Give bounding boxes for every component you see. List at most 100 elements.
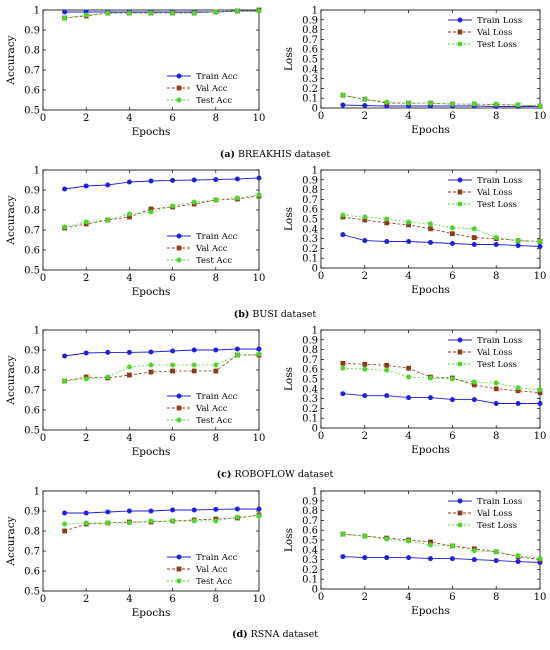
data-point <box>515 388 521 394</box>
data-point <box>148 369 154 375</box>
series-line-1 <box>342 216 541 242</box>
x-tick-label: 4 <box>405 592 411 603</box>
chart-b-accuracy: 0 2 4 6 8 10 0.5 0.6 0.7 0.8 0.9 1 Epochs Accuracy Tra… <box>5 166 265 299</box>
x-tick-label: 10 <box>253 273 266 284</box>
legend-label: Val Acc <box>195 404 228 414</box>
caption-c-text: ROBOFLOW dataset <box>234 469 334 480</box>
y-tick-label: 1 <box>34 487 40 498</box>
y-tick-label: 0.6 <box>302 205 318 216</box>
y-tick-label: 1 <box>34 166 40 177</box>
plot-frame <box>42 169 260 271</box>
data-point <box>449 101 455 107</box>
y-tick-label: 0.9 <box>302 496 318 507</box>
data-point <box>537 243 543 249</box>
y-tick-label: 0.5 <box>302 215 318 226</box>
y-tick-label: 0.5 <box>24 587 40 598</box>
x-tick-label: 0 <box>40 433 46 444</box>
x-tick-label: 4 <box>405 431 411 442</box>
x-tick-label: 0 <box>318 592 324 603</box>
data-point <box>126 520 132 526</box>
x-tick-label: 0 <box>40 594 46 605</box>
x-tick-label: 0 <box>40 113 46 124</box>
y-tick-label: 0.1 <box>302 414 318 425</box>
y-tick-label: 0.7 <box>24 66 40 77</box>
series-line-2 <box>64 10 259 19</box>
y-tick-label: 1 <box>312 326 318 337</box>
y-tick-label: 0.5 <box>24 106 40 117</box>
data-point <box>234 514 240 520</box>
data-point <box>471 226 477 232</box>
legend-marker <box>176 566 182 572</box>
y-tick-label: 1 <box>312 166 318 177</box>
y-axis-label: Loss <box>283 47 295 71</box>
data-point <box>406 239 412 245</box>
data-point <box>428 375 433 381</box>
legend-label: Train Acc <box>196 553 238 563</box>
caption-c: (c) ROBOFLOW dataset <box>0 469 550 480</box>
data-point <box>340 531 346 537</box>
data-point <box>256 513 262 519</box>
y-tick-label: 1 <box>312 487 318 498</box>
x-tick-label: 6 <box>449 271 455 282</box>
data-point <box>191 507 197 513</box>
data-point <box>62 378 68 384</box>
y-tick-label: 0.3 <box>302 74 318 85</box>
y-tick-label: 0 <box>312 264 318 275</box>
series-line-0 <box>64 177 260 190</box>
y-tick-label: 0.4 <box>302 545 318 556</box>
data-point <box>362 238 368 244</box>
x-axis-label: Epochs <box>411 605 450 617</box>
y-tick-label: 0.9 <box>24 507 40 518</box>
y-tick-label: 0.9 <box>302 335 318 346</box>
x-tick-label: 2 <box>83 113 89 124</box>
y-tick-label: 0.2 <box>302 244 318 255</box>
y-tick-label: 0.7 <box>302 195 318 206</box>
y-tick-label: 0.8 <box>302 185 318 196</box>
legend-marker <box>176 257 182 263</box>
x-axis-label: Epochs <box>132 286 171 298</box>
data-point <box>515 242 521 248</box>
y-tick-label: 1 <box>34 326 40 337</box>
data-point <box>450 231 455 237</box>
data-point <box>170 368 175 374</box>
y-axis-label: Loss <box>283 367 295 391</box>
legend-label: Train Loss <box>477 336 522 346</box>
data-point <box>213 362 219 368</box>
data-point <box>362 217 368 223</box>
data-point <box>213 177 219 183</box>
data-point <box>234 195 240 201</box>
data-point <box>126 364 132 370</box>
legend-label: Test Acc <box>196 256 232 266</box>
data-point <box>234 176 240 182</box>
legend-marker <box>457 201 463 207</box>
data-point <box>493 401 499 406</box>
data-point <box>340 212 346 218</box>
x-tick-label: 2 <box>362 431 368 442</box>
data-point <box>340 391 346 397</box>
data-point <box>62 9 68 15</box>
data-point <box>191 177 197 183</box>
data-point <box>428 395 433 401</box>
caption-d: (d) RSNA dataset <box>0 629 550 640</box>
legend-marker <box>457 17 463 23</box>
legend-label: Val Loss <box>476 348 512 358</box>
y-tick-label: 0.7 <box>302 35 318 46</box>
legend-label: Train Loss <box>477 16 522 26</box>
data-point <box>126 349 132 355</box>
x-axis-label: Epochs <box>132 607 171 619</box>
data-point <box>362 533 368 539</box>
x-tick-label: 8 <box>493 592 499 603</box>
legend-label: Train Acc <box>196 72 238 82</box>
legend-label: Test Acc <box>196 416 232 426</box>
data-point <box>148 178 154 184</box>
y-axis-label: Loss <box>283 528 295 552</box>
x-tick-label: 4 <box>126 433 132 444</box>
y-tick-label: 0.6 <box>24 86 40 97</box>
x-tick-label: 6 <box>449 431 455 442</box>
data-point <box>428 226 433 232</box>
data-point <box>256 346 262 352</box>
data-point <box>515 238 521 244</box>
data-point <box>406 100 412 106</box>
